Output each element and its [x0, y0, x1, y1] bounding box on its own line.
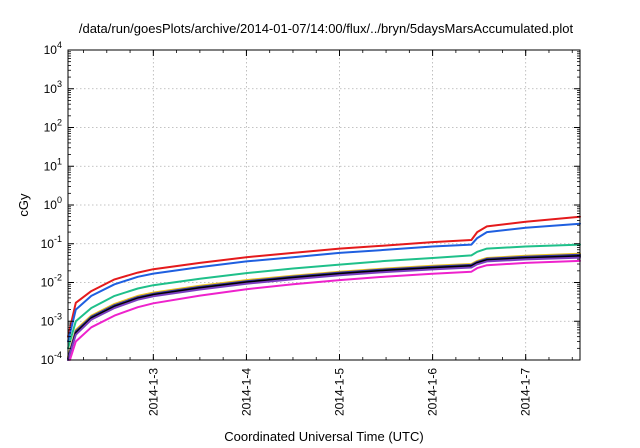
series-line-6	[67, 255, 581, 361]
y-tick-base: 10	[44, 43, 58, 57]
series-line-1	[67, 215, 581, 338]
series-line-7	[67, 256, 581, 361]
y-tick-base: 10	[44, 82, 58, 96]
y-axis-title: cGy	[16, 193, 31, 217]
y-tick-base: 10	[44, 198, 58, 212]
x-axis-title: Coordinated Universal Time (UTC)	[224, 429, 423, 444]
y-tick-label: 10-2	[41, 273, 62, 290]
y-tick-label: 102	[44, 118, 62, 135]
y-tick-exponent: -4	[54, 350, 62, 360]
y-tick-base: 10	[41, 353, 55, 367]
series-line-3	[67, 243, 581, 350]
series-line-8	[68, 259, 581, 361]
x-tick-label: 2014-1-3	[146, 368, 160, 416]
y-tick-exponent: 2	[57, 118, 62, 128]
x-tick-label: 2014-1-5	[333, 368, 347, 416]
y-tick-label: 10-3	[41, 311, 62, 328]
series-line-2	[67, 222, 581, 343]
x-tick-label: 2014-1-6	[426, 368, 440, 416]
y-tick-exponent: -2	[54, 273, 62, 283]
chart-title: /data/run/goesPlots/archive/2014-01-07/1…	[79, 21, 574, 36]
y-tick-label: 103	[44, 79, 62, 96]
grid-layer	[68, 50, 580, 360]
y-tick-label: 101	[44, 156, 62, 173]
y-tick-base: 10	[44, 121, 58, 135]
y-tick-base: 10	[41, 276, 55, 290]
y-tick-label: 10-1	[41, 234, 62, 251]
y-tick-label: 10-4	[41, 350, 62, 367]
y-tick-exponent: 3	[57, 79, 62, 89]
series-layer	[67, 215, 581, 361]
y-tick-base: 10	[41, 314, 55, 328]
series-line-5	[67, 253, 581, 360]
y-tick-exponent: 0	[57, 195, 62, 205]
y-tick-exponent: -1	[54, 234, 62, 244]
y-tick-exponent: 4	[57, 40, 62, 50]
y-tick-base: 10	[41, 237, 55, 251]
x-tick-label: 2014-1-4	[239, 368, 253, 416]
y-tick-exponent: -3	[54, 311, 62, 321]
y-tick-exponent: 1	[57, 156, 62, 166]
x-tick-label: 2014-1-7	[519, 368, 533, 416]
y-tick-label: 100	[44, 195, 62, 212]
y-tick-label: 104	[44, 40, 62, 57]
y-tick-base: 10	[44, 159, 58, 173]
